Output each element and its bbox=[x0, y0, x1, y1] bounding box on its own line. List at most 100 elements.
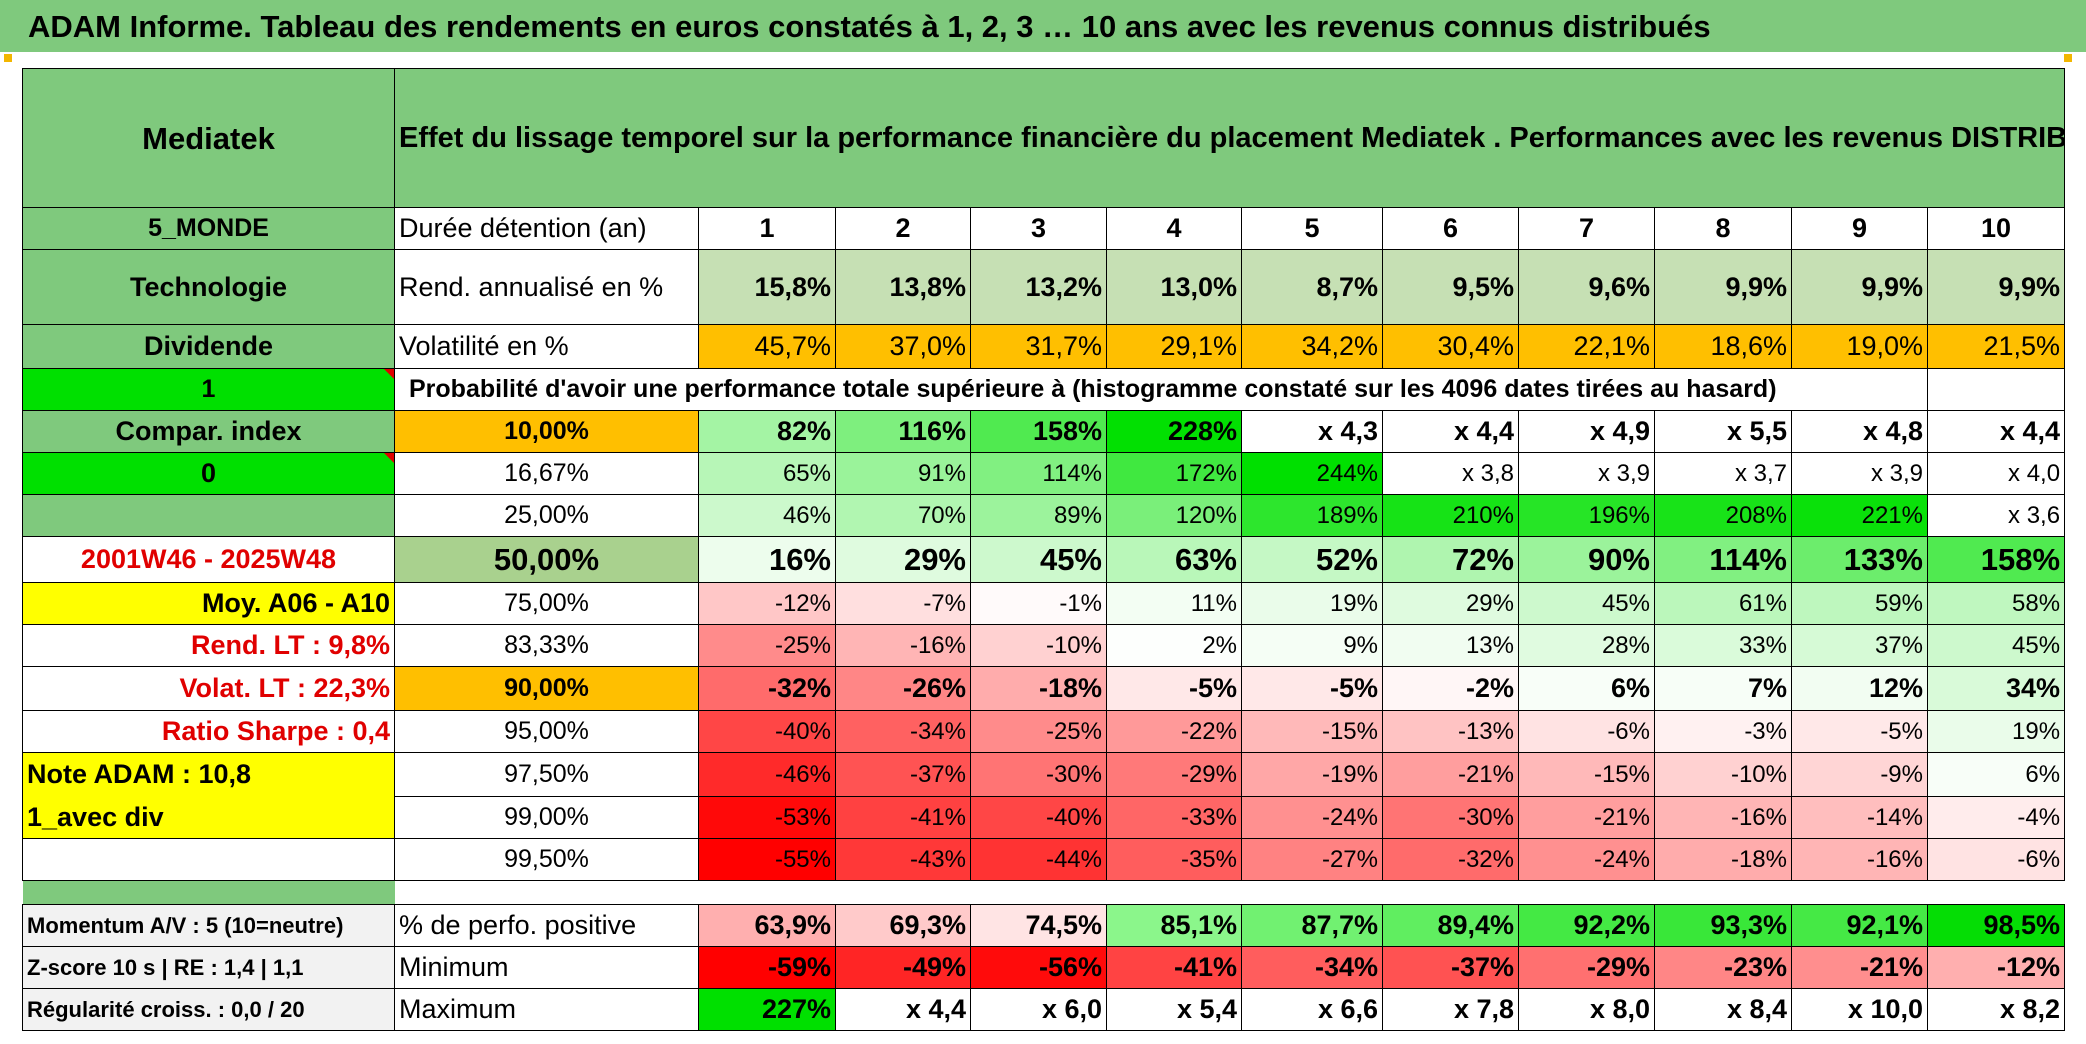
maximum-value: x 8,4 bbox=[1654, 988, 1792, 1031]
year-header: 3 bbox=[970, 207, 1107, 250]
year-header: 5 bbox=[1241, 207, 1383, 250]
volat-value: 37,0% bbox=[835, 324, 971, 369]
volat-lt-label: Volat. LT : 22,3% bbox=[22, 666, 395, 711]
prob-value: -33% bbox=[1106, 796, 1242, 839]
description-header: Effet du lissage temporel sur la perform… bbox=[393, 68, 2066, 208]
positive-perf-value: 87,7% bbox=[1241, 904, 1383, 947]
volat-value: 18,6% bbox=[1654, 324, 1792, 369]
prob-value: x 5,5 bbox=[1654, 410, 1792, 453]
positive-perf-value: 63,9% bbox=[698, 904, 836, 947]
prob-value: x 3,7 bbox=[1654, 452, 1792, 495]
prob-value: -7% bbox=[835, 582, 971, 625]
prob-value: 61% bbox=[1654, 582, 1792, 625]
rend-value: 9,9% bbox=[1926, 249, 2066, 325]
prob-value: 116% bbox=[835, 410, 971, 453]
minimum-value: -12% bbox=[1926, 946, 2066, 989]
minimum-value: -21% bbox=[1791, 946, 1928, 989]
flag-zero: 0 bbox=[22, 452, 395, 495]
prob-value: x 4,9 bbox=[1518, 410, 1655, 453]
prob-value: -24% bbox=[1241, 796, 1383, 839]
prob-value: 65% bbox=[698, 452, 836, 495]
prob-value: -3% bbox=[1654, 710, 1792, 753]
spacer-cell bbox=[395, 881, 2065, 905]
prob-value: 6% bbox=[1518, 666, 1655, 711]
rend-value: 9,6% bbox=[1518, 249, 1655, 325]
prob-value: x 4,3 bbox=[1241, 410, 1383, 453]
prob-value: -15% bbox=[1518, 752, 1655, 797]
prob-value: x 3,6 bbox=[1926, 494, 2066, 537]
maximum-value: x 7,8 bbox=[1382, 988, 1519, 1031]
flag-one: 1 bbox=[22, 368, 395, 411]
prob-value: 59% bbox=[1791, 582, 1928, 625]
prob-value: x 4,4 bbox=[1382, 410, 1519, 453]
prob-value: 7% bbox=[1654, 666, 1792, 711]
prob-value: -13% bbox=[1382, 710, 1519, 753]
maximum-value: x 4,4 bbox=[835, 988, 971, 1031]
income-label: Dividende bbox=[22, 324, 395, 369]
percentile-label: 75,00% bbox=[394, 582, 699, 625]
percentile-label: 99,50% bbox=[394, 838, 699, 881]
minimum-value: -49% bbox=[835, 946, 971, 989]
minimum-label: Minimum bbox=[394, 946, 699, 989]
prob-value: -29% bbox=[1106, 752, 1242, 797]
rend-value: 13,0% bbox=[1106, 249, 1242, 325]
prob-value: -41% bbox=[835, 796, 971, 839]
prob-value: -43% bbox=[835, 838, 971, 881]
prob-value: -2% bbox=[1382, 666, 1519, 711]
minimum-value: -34% bbox=[1241, 946, 1383, 989]
prob-value: 82% bbox=[698, 410, 836, 453]
prob-value: 210% bbox=[1382, 494, 1519, 537]
prob-value: x 4,8 bbox=[1791, 410, 1928, 453]
prob-value: -1% bbox=[970, 582, 1107, 625]
prob-value: -30% bbox=[970, 752, 1107, 797]
volat-value: 21,5% bbox=[1926, 324, 2066, 369]
prob-value: 19% bbox=[1241, 582, 1383, 625]
duration-label: Durée détention (an) bbox=[394, 207, 699, 250]
volat-label: Volatilité en % bbox=[394, 324, 699, 369]
prob-value: 158% bbox=[970, 410, 1107, 453]
percentile-label: 99,00% bbox=[394, 796, 699, 839]
sharpe-label: Ratio Sharpe : 0,4 bbox=[22, 710, 395, 753]
prob-value: 2% bbox=[1106, 624, 1242, 667]
prob-value: 114% bbox=[970, 452, 1107, 495]
prob-value: -5% bbox=[1106, 666, 1242, 711]
percentile-label: 25,00% bbox=[394, 494, 699, 537]
prob-value: 12% bbox=[1791, 666, 1928, 711]
rend-value: 13,2% bbox=[970, 249, 1107, 325]
prob-value: -18% bbox=[1654, 838, 1792, 881]
prob-value: 70% bbox=[835, 494, 971, 537]
year-header: 10 bbox=[1926, 207, 2066, 250]
maximum-value: x 8,0 bbox=[1518, 988, 1655, 1031]
prob-value: -27% bbox=[1241, 838, 1383, 881]
prob-value: 58% bbox=[1926, 582, 2066, 625]
positive-perf-value: 98,5% bbox=[1926, 904, 2066, 947]
rend-value: 8,7% bbox=[1241, 249, 1383, 325]
prob-value: -6% bbox=[1518, 710, 1655, 753]
rend-value: 13,8% bbox=[835, 249, 971, 325]
percentile-label: 50,00% bbox=[394, 536, 699, 583]
prob-value: -24% bbox=[1518, 838, 1655, 881]
prob-value: 46% bbox=[698, 494, 836, 537]
prob-value: -5% bbox=[1791, 710, 1928, 753]
prob-value: 29% bbox=[835, 536, 971, 583]
corner-marker bbox=[4, 54, 12, 62]
positive-perf-value: 69,3% bbox=[835, 904, 971, 947]
prob-value: -35% bbox=[1106, 838, 1242, 881]
momentum-label: Momentum A/V : 5 (10=neutre) bbox=[22, 904, 395, 947]
prob-value: 45% bbox=[1926, 624, 2066, 667]
positive-perf-value: 92,2% bbox=[1518, 904, 1655, 947]
rend-label: Rend. annualisé en % bbox=[394, 249, 699, 325]
minimum-value: -59% bbox=[698, 946, 836, 989]
prob-value: 37% bbox=[1791, 624, 1928, 667]
positive-perf-value: 74,5% bbox=[970, 904, 1107, 947]
percentile-label: 16,67% bbox=[394, 452, 699, 495]
prob-value: x 3,9 bbox=[1518, 452, 1655, 495]
minimum-value: -41% bbox=[1106, 946, 1242, 989]
maximum-value: x 6,6 bbox=[1241, 988, 1383, 1031]
rend-value: 9,5% bbox=[1382, 249, 1519, 325]
prob-value: -22% bbox=[1106, 710, 1242, 753]
year-header: 8 bbox=[1654, 207, 1792, 250]
positive-perf-value: 92,1% bbox=[1791, 904, 1928, 947]
prob-value: 158% bbox=[1926, 536, 2066, 583]
prob-value: -9% bbox=[1791, 752, 1928, 797]
